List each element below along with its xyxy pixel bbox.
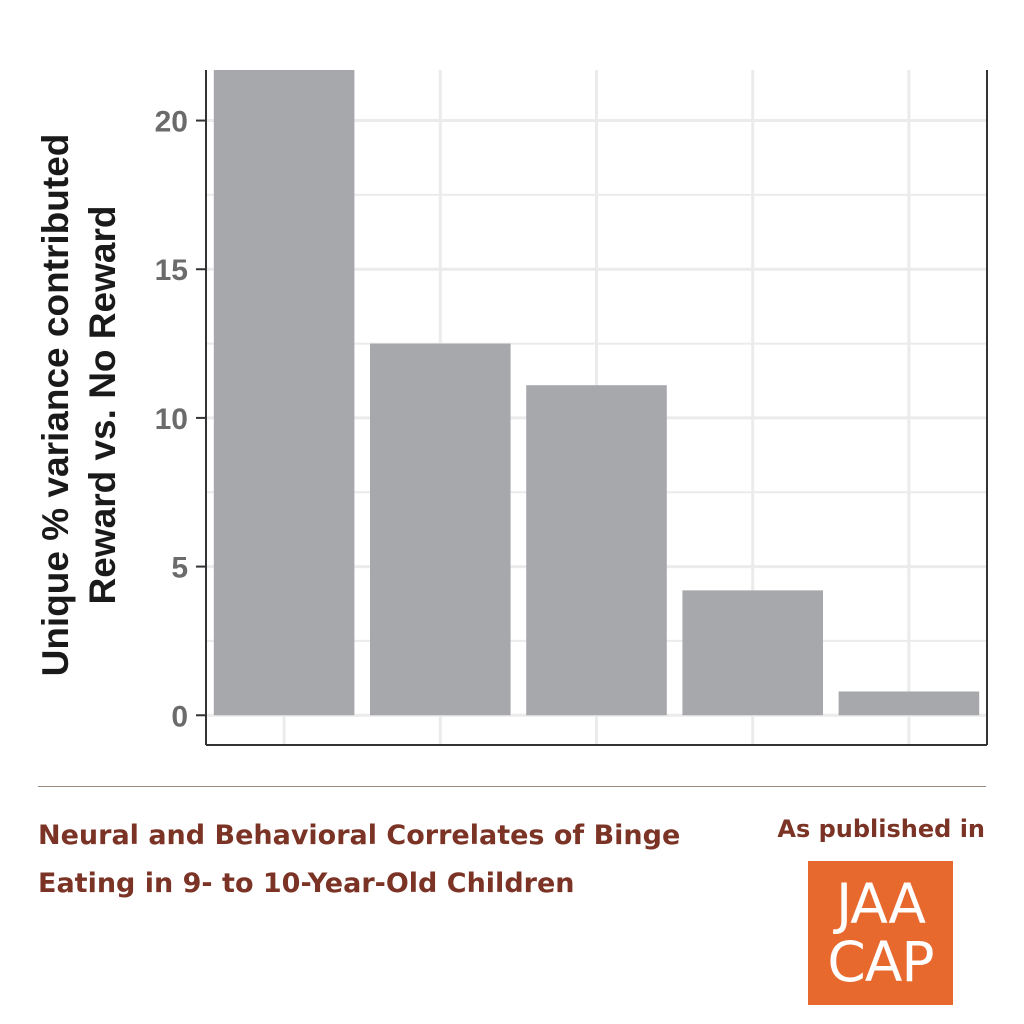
published-in-label: As published in	[777, 815, 985, 843]
bars	[213, 70, 980, 716]
y-tick-label: 0	[171, 700, 188, 733]
y-tick-labels: 0 5 10 15 20	[155, 106, 188, 734]
logo-text-line-1: JAA	[835, 872, 926, 936]
bar-4	[682, 590, 823, 716]
bar-5	[838, 691, 980, 716]
journal-logo: JAA CAP	[808, 861, 953, 1005]
y-axis-title-line-2: Reward vs. No Reward	[82, 206, 123, 605]
footer-divider	[38, 786, 986, 787]
logo-text-line-2: CAP	[827, 930, 934, 994]
bar-chart: 0 5 10 15 20 Unique % variance contributed R…	[35, 70, 988, 746]
y-tick-label: 15	[155, 254, 188, 287]
axes	[196, 70, 988, 746]
y-axis-title-line-1: Unique % variance contributed	[35, 134, 76, 677]
y-tick-label: 10	[155, 403, 188, 436]
y-tick-label: 5	[171, 552, 188, 585]
bar-3	[526, 385, 667, 716]
bar-2	[370, 343, 511, 716]
y-tick-label: 20	[155, 106, 188, 139]
bar-1	[213, 70, 355, 716]
article-title: Neural and Behavioral Correlates of Bing…	[38, 820, 681, 899]
